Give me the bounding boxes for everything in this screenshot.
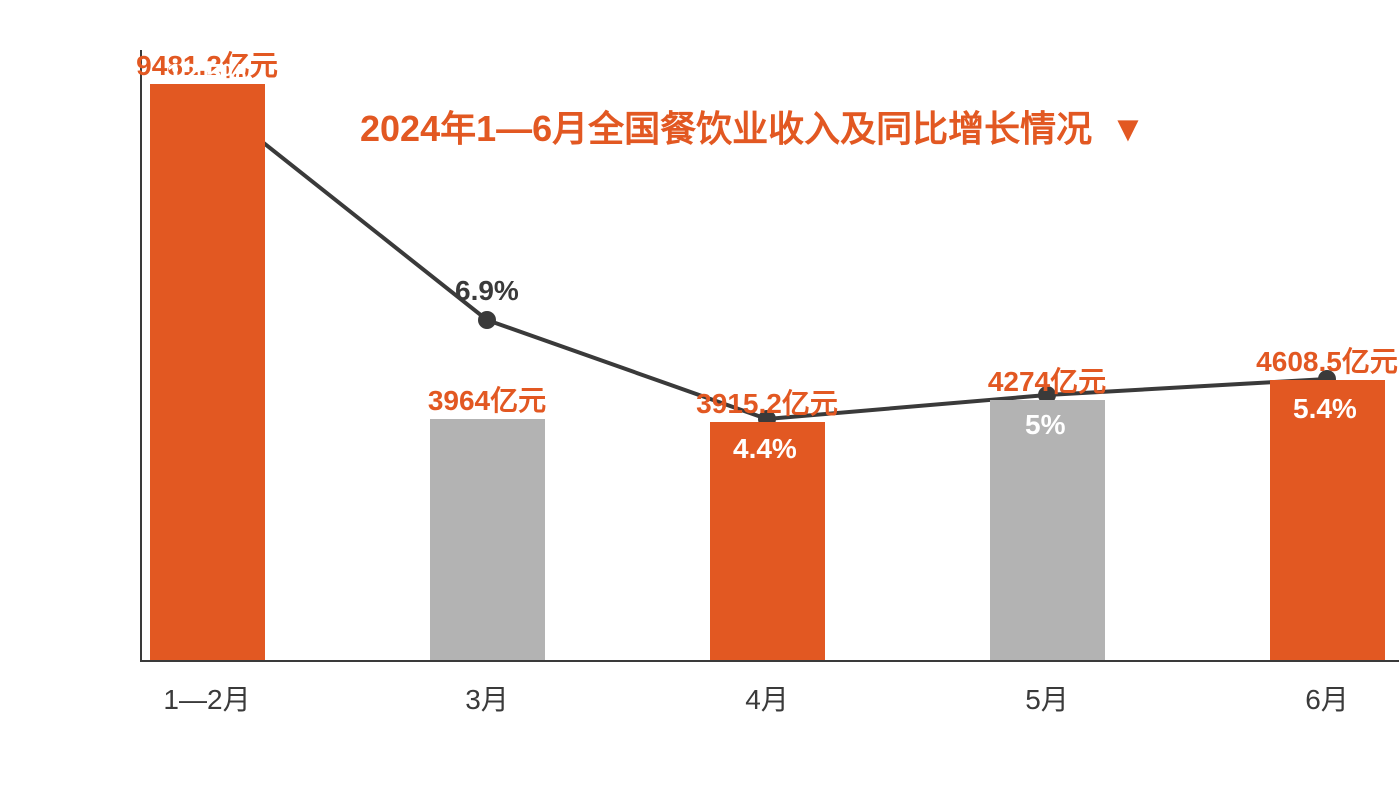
growth-pct-label: 12.5% [167,58,246,90]
chart-title-text: 2024年1—6月全国餐饮业收入及同比增长情况 [360,108,1092,149]
growth-pct-label: 5.4% [1293,393,1357,425]
growth-pct-label: 5% [1025,409,1065,441]
bar [430,419,545,660]
x-axis-label: 3月 [407,678,567,718]
chart-title: 2024年1—6月全国餐饮业收入及同比增长情况 ▼ [360,100,1146,152]
x-axis-label: 6月 [1247,678,1399,718]
x-axis [140,660,1399,662]
title-arrow-icon: ▼ [1110,108,1146,150]
growth-pct-label: 6.9% [455,275,519,307]
bar-value-label: 4274亿元 [927,360,1167,400]
bar-value-label: 3915.2亿元 [647,382,887,422]
y-axis [140,50,142,662]
bar-value-label: 3964亿元 [367,379,607,419]
growth-pct-label: 4.4% [733,433,797,465]
bar [150,84,265,660]
line-marker [478,311,496,329]
x-axis-label: 1—2月 [127,678,287,718]
x-axis-label: 4月 [687,678,847,718]
bar-value-label: 4608.5亿元 [1207,340,1399,380]
chart-container: 2024年1—6月全国餐饮业收入及同比增长情况 ▼ 9481.2亿元1—2月39… [80,0,1360,760]
x-axis-label: 5月 [967,678,1127,718]
